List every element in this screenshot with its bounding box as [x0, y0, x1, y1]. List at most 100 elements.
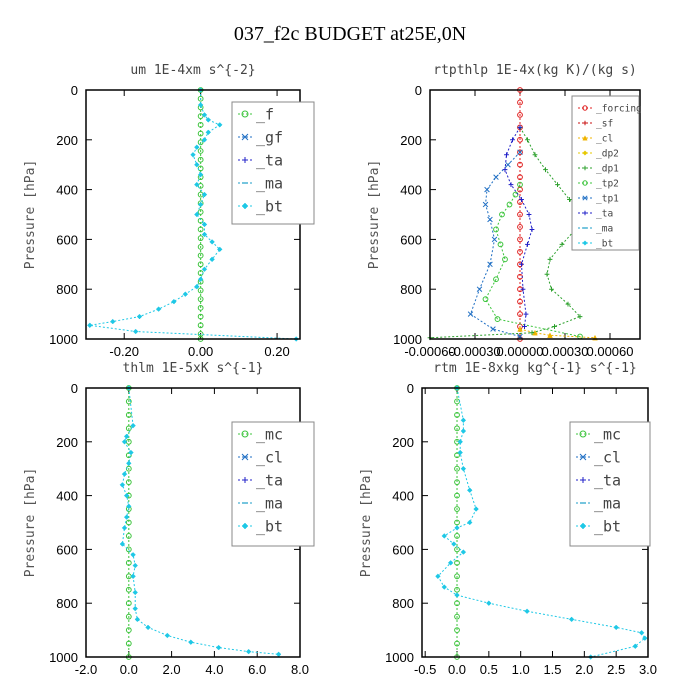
y-tick-label: 1000: [49, 650, 78, 665]
legend-label: _tp2: [596, 178, 619, 189]
data-point: [454, 592, 460, 598]
data-point: [482, 296, 489, 303]
x-tick-label: 6.0: [248, 662, 266, 677]
legend-item: _cl: [238, 448, 283, 466]
data-point: [493, 174, 499, 180]
data-point: [502, 256, 508, 263]
data-point: [567, 197, 572, 202]
y-tick-label: 800: [56, 596, 78, 611]
y-tick-label: 0: [71, 83, 78, 98]
data-point: [493, 226, 499, 233]
data-point: [467, 311, 474, 317]
data-point: [197, 130, 204, 137]
legend-label: _mc: [256, 425, 283, 443]
data-point: [543, 167, 548, 173]
data-point: [494, 316, 501, 322]
panel-title: rtpthlp 1E-4x(kg K)/(kg s): [433, 63, 637, 78]
legend-item: _ma: [578, 223, 613, 234]
data-point: [121, 439, 128, 445]
data-point: [473, 506, 479, 512]
y-tick-label: 800: [56, 282, 78, 297]
data-point: [197, 95, 204, 102]
legend-swatch-marker: [241, 430, 249, 438]
y-tick-label: 1000: [393, 332, 422, 347]
legend-swatch-marker: [582, 195, 588, 201]
data-point: [517, 236, 523, 243]
legend-swatch-marker: [582, 105, 588, 111]
y-tick-label: 600: [392, 542, 414, 557]
y-axis-label: Pressure [hPa]: [23, 160, 38, 270]
data-point: [522, 324, 527, 329]
legend-box: [569, 421, 651, 547]
y-axis-label: Pressure [hPa]: [359, 468, 374, 578]
data-point: [197, 313, 204, 320]
series-line: [519, 328, 596, 339]
series-tp1: [467, 149, 523, 340]
panel-2: rtpthlp 1E-4x(kg K)/(kg s) Pressure [hPa]…: [367, 63, 642, 359]
data-point: [482, 201, 489, 208]
data-point: [435, 573, 441, 580]
data-point: [486, 600, 492, 606]
data-point: [454, 479, 460, 486]
legend-item: _mc: [576, 425, 621, 443]
legend-label: _ta: [596, 208, 613, 219]
legend-label: _ma: [594, 494, 621, 512]
data-point: [188, 639, 194, 645]
legend-item: _tp1: [578, 193, 619, 204]
data-point: [454, 640, 460, 647]
data-point: [197, 102, 204, 108]
series-line: [429, 127, 581, 339]
x-tick-label: -0.00030: [449, 344, 500, 359]
legend-swatch-marker: [582, 210, 588, 216]
data-point: [529, 330, 535, 336]
data-point: [125, 546, 132, 553]
y-tick-label: 400: [400, 183, 422, 198]
y-tick-label: 0: [71, 381, 78, 396]
legend-item: _forcing: [578, 103, 642, 114]
legend-label: _cl: [596, 133, 613, 144]
legend-swatch-marker: [241, 133, 249, 141]
data-point: [245, 648, 252, 655]
data-point: [454, 613, 460, 620]
data-point: [125, 613, 132, 620]
y-tick-label: 400: [56, 183, 78, 198]
data-point: [517, 149, 523, 156]
data-point: [441, 584, 448, 590]
y-axis-label: Pressure [hPa]: [23, 468, 38, 578]
series-line: [504, 127, 533, 327]
data-point: [552, 324, 557, 329]
legend-item: _bt: [238, 517, 283, 535]
data-point: [128, 449, 134, 456]
data-point: [529, 227, 535, 232]
legend-item: _ma: [238, 174, 283, 192]
data-point: [517, 311, 523, 318]
data-point: [126, 503, 132, 510]
data-point: [454, 452, 460, 459]
data-point: [517, 211, 523, 218]
legend: _forcing _sf _cl _dp2 _dp1 _tp2 _tp1 _ta _ma _bt: [571, 95, 642, 251]
data-point: [520, 286, 526, 292]
data-point: [544, 271, 550, 277]
legend: _f _gf _ta _ma _bt: [231, 101, 315, 225]
data-point: [197, 171, 204, 178]
data-point: [517, 161, 523, 168]
legend-swatch-marker: [582, 180, 588, 186]
y-tick-label: 1000: [49, 332, 78, 347]
x-tick-label: 4.0: [205, 662, 223, 677]
data-point: [454, 586, 460, 593]
data-point: [197, 235, 204, 242]
legend-box: [571, 95, 640, 251]
data-point: [132, 589, 138, 596]
panel-3: thlm 1E-5xK s^{-1} Pressure [hPa] -2.0 0.0 2…: [23, 361, 315, 677]
legend-label: _forcing: [596, 103, 642, 114]
x-tick-label: 1.5: [543, 662, 561, 677]
y-tick-label: 400: [56, 489, 78, 504]
data-point: [201, 137, 208, 143]
x-tick-label: 2.0: [575, 662, 593, 677]
data-point: [519, 261, 524, 267]
data-point: [502, 167, 508, 173]
data-point: [194, 211, 200, 218]
legend-swatch-marker: [582, 165, 588, 171]
x-tick-label: 3.0: [639, 662, 657, 677]
legend-label: _dp1: [596, 163, 619, 174]
